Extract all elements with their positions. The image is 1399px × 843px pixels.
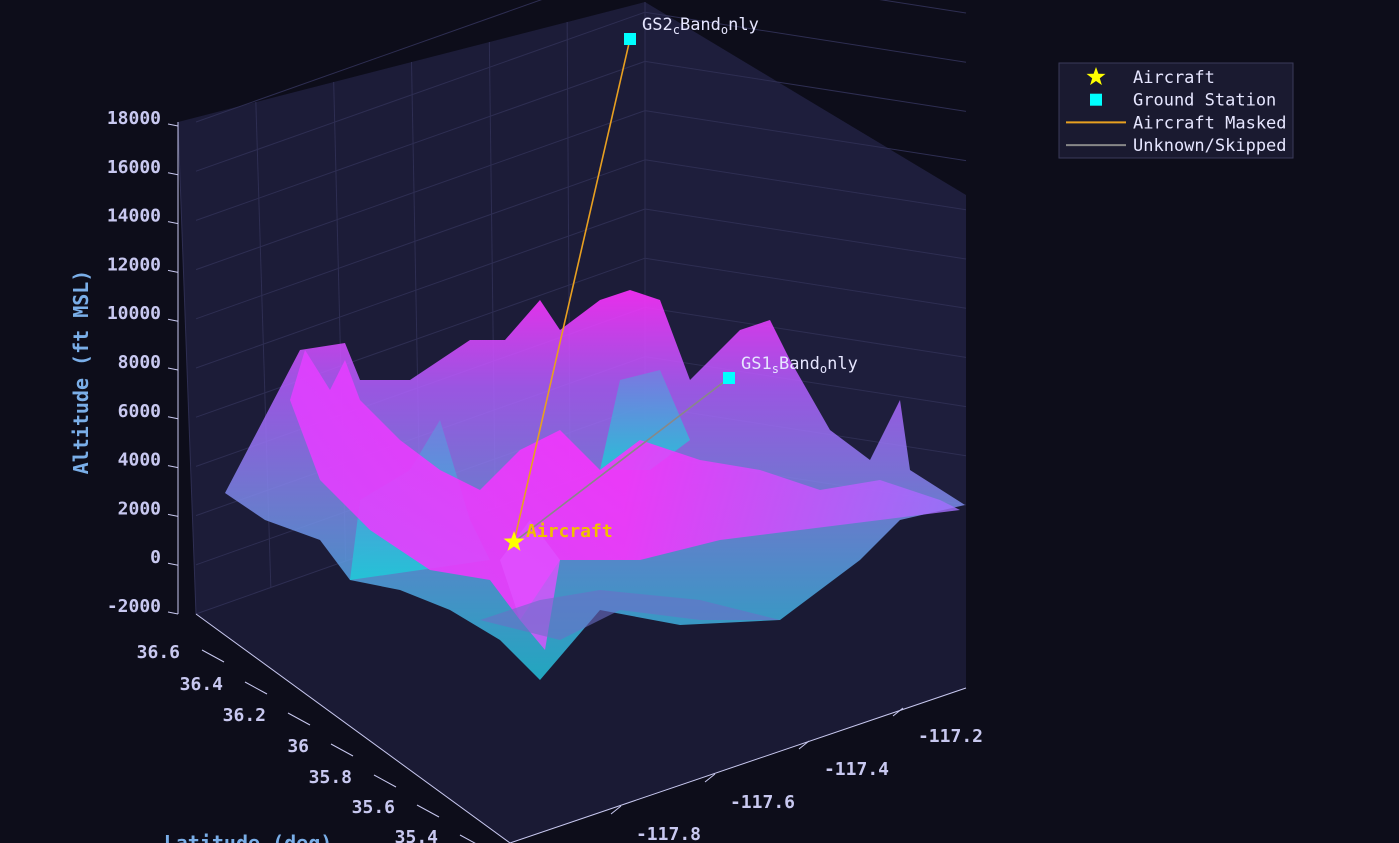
y-tick-label: 35.4 [395, 827, 439, 843]
z-tick-label: -2000 [107, 596, 161, 617]
y-axis-title: Latitude (deg) [164, 831, 333, 843]
link-lines [513, 38, 730, 543]
y-tick-label: 36.4 [180, 674, 224, 695]
x-tick-label: -117.2 [918, 726, 983, 747]
z-tick-label: 12000 [107, 254, 161, 275]
aircraft-label: Aircraft [526, 521, 613, 542]
z-tick-label: 16000 [107, 157, 161, 178]
axis-lines [177, 122, 967, 843]
x-tick-label: -117.6 [730, 792, 795, 813]
y-tick-label: 36 [287, 736, 309, 757]
z-axis-title: Altitude (ft MSL) [69, 270, 93, 475]
legend-entry[interactable]: Ground Station [1090, 91, 1276, 111]
x-tick-label: -117.4 [824, 759, 889, 780]
z-tick-label: 14000 [107, 206, 161, 227]
z-tick-label: 6000 [118, 401, 161, 422]
z-tick-label: 8000 [118, 352, 161, 373]
star-icon [1086, 67, 1106, 86]
ground-station-marker[interactable] [723, 372, 735, 384]
link-line-1 [513, 377, 730, 543]
square-icon [1090, 93, 1102, 106]
y-tick-label: 36.2 [223, 705, 266, 726]
x-tick-label: -117.8 [636, 824, 701, 843]
ground-station-marker[interactable] [624, 33, 636, 45]
z-tick-label: 2000 [118, 498, 161, 519]
legend-label: Aircraft Masked [1133, 113, 1287, 133]
legend-entry[interactable]: Unknown/Skipped [1066, 136, 1287, 156]
chart-points: GS2cBandonly GS1sBandonly Aircraft [503, 15, 858, 551]
x-axis-ticks: -117.2 -117.4 -117.6 -117.8 [610, 707, 983, 843]
legend-entry[interactable]: Aircraft Masked [1066, 113, 1287, 133]
legend-label: Unknown/Skipped [1133, 136, 1287, 156]
ground-station-label: GS1sBandonly [741, 354, 858, 376]
legend-entry[interactable]: Aircraft [1086, 67, 1215, 88]
legend-label: Ground Station [1133, 91, 1276, 111]
z-tick-label: 4000 [118, 450, 161, 471]
z-tick-label: 0 [150, 547, 161, 568]
link-line-0 [513, 38, 631, 543]
y-tick-label: 35.8 [309, 767, 352, 788]
terrain-surface [225, 290, 965, 680]
z-tick-label: 18000 [107, 108, 161, 129]
z-tick-label: 10000 [107, 303, 161, 324]
y-tick-label: 36.6 [137, 642, 180, 663]
y-tick-label: 35.6 [352, 797, 395, 818]
ground-station-label: GS2cBandonly [642, 15, 759, 37]
legend-label: Aircraft [1133, 68, 1215, 88]
aircraft-marker[interactable] [503, 531, 525, 551]
z-axis-ticks: 18000 16000 14000 12000 10000 8000 6000 4000 200… [107, 108, 179, 617]
